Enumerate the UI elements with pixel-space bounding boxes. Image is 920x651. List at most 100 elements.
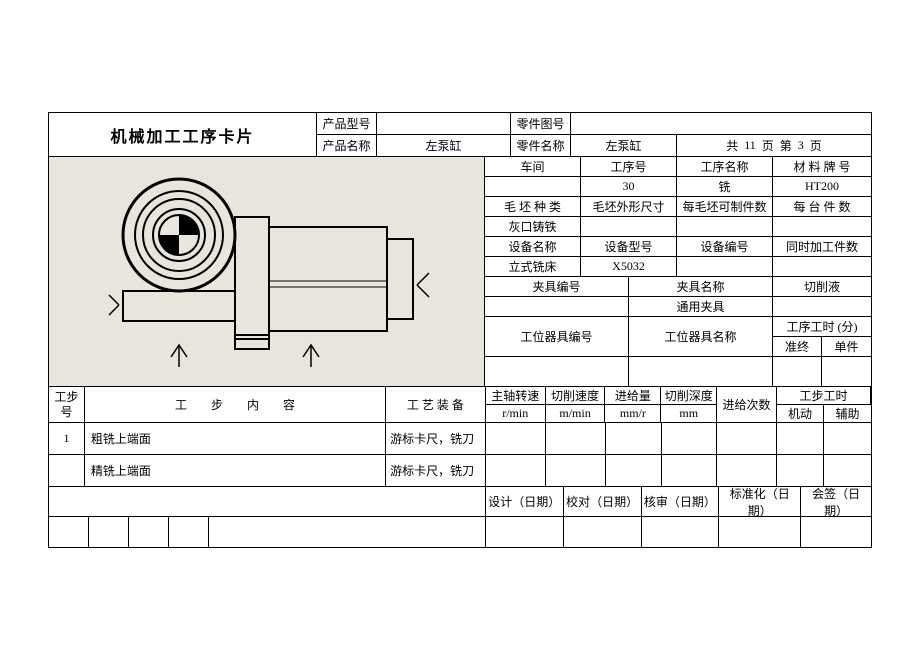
cut-speed-header: 切削速度 (546, 387, 606, 405)
step-depth (662, 455, 718, 487)
unit-label: 单件 (822, 337, 871, 357)
drawing-info-row: 车间 工序号 工序名称 材 料 牌 号 30 铣 HT200 毛 坯 种 类 毛… (49, 157, 871, 387)
step-no: 1 (49, 423, 85, 455)
coolant (773, 297, 871, 317)
audit-label: 核审（日期） (642, 487, 720, 517)
part-drawing-no-label: 零件图号 (511, 113, 571, 135)
sig-check (564, 517, 642, 547)
product-model (377, 113, 511, 135)
standard-label: 标准化（日期） (719, 487, 801, 517)
page-di: 第 (780, 137, 792, 154)
coolant-label: 切削液 (773, 277, 871, 297)
sig-3 (129, 517, 169, 547)
material-label: 材 料 牌 号 (773, 157, 871, 177)
concurrent-label: 同时加工件数 (773, 237, 871, 257)
blank-type: 灰口铸铁 (485, 217, 581, 237)
step-row-2: 精铣上端面 游标卡尺，铣刀 (49, 455, 871, 487)
header-row-1: 机械加工工序卡片 产品型号 零件图号 产品名称 左泵缸 零件名称 左泵缸 共 1… (49, 113, 871, 157)
feed-unit: mm/r (605, 405, 661, 423)
step-spindle (486, 455, 546, 487)
footer-row: 设计（日期） 校对（日期） 核审（日期） 标准化（日期） 会签（日期） (49, 487, 871, 517)
depth-unit: mm (661, 405, 717, 423)
step-tool: 游标卡尺，铣刀 (386, 455, 486, 487)
sig-4 (169, 517, 209, 547)
info-panel: 车间 工序号 工序名称 材 料 牌 号 30 铣 HT200 毛 坯 种 类 毛… (485, 157, 871, 387)
blank-type-label: 毛 坯 种 类 (485, 197, 581, 217)
equip-no (677, 257, 773, 277)
workshop-label: 车间 (485, 157, 581, 177)
fixture-name: 通用夹具 (629, 297, 773, 317)
prep-label: 准终 (773, 337, 822, 357)
page-cur: 3 (798, 138, 804, 153)
feed-count-header: 进给次数 (717, 387, 777, 423)
per-unit (773, 217, 871, 237)
step-tool: 游标卡尺，铣刀 (386, 423, 486, 455)
step-row-1: 1 粗铣上端面 游标卡尺，铣刀 (49, 423, 871, 455)
process-name-label: 工序名称 (677, 157, 773, 177)
step-no (49, 455, 85, 487)
process-no-label: 工序号 (581, 157, 677, 177)
equip-name-label: 设备名称 (485, 237, 581, 257)
sig-audit (642, 517, 720, 547)
pos-tool-no (485, 357, 629, 387)
workshop (485, 177, 581, 197)
concurrent (773, 257, 871, 277)
blank-size-label: 毛坯外形尺寸 (581, 197, 677, 217)
prep-value (773, 357, 822, 387)
process-no: 30 (581, 177, 677, 197)
process-card: 机械加工工序卡片 产品型号 零件图号 产品名称 左泵缸 零件名称 左泵缸 共 1… (48, 112, 872, 548)
pos-tool-name-label: 工位器具名称 (629, 317, 773, 357)
material: HT200 (773, 177, 871, 197)
part-name: 左泵缸 (571, 135, 677, 157)
blank-size (581, 217, 677, 237)
card-title: 机械加工工序卡片 (49, 113, 317, 157)
process-name: 铣 (677, 177, 773, 197)
feed-header: 进给量 (605, 387, 661, 405)
step-feed (606, 455, 662, 487)
equip-name: 立式铣床 (485, 257, 581, 277)
sig-sign (801, 517, 871, 547)
step-content-header: 工 步 内 容 (85, 387, 386, 423)
blank-parts-label: 每毛坯可制件数 (677, 197, 773, 217)
blank-parts (677, 217, 773, 237)
step-feed-count (717, 423, 777, 455)
spindle-unit: r/min (486, 405, 546, 423)
page-ye1: 页 (762, 137, 774, 154)
product-name: 左泵缸 (377, 135, 511, 157)
sign-label: 会签（日期） (801, 487, 871, 517)
cut-speed-unit: m/min (546, 405, 606, 423)
sig-standard (719, 517, 801, 547)
spindle-header: 主轴转速 (486, 387, 546, 405)
equip-model: X5032 (581, 257, 677, 277)
footer-blank (49, 487, 486, 517)
tool-header: 工 艺 装 备 (386, 387, 486, 423)
step-cut-speed (546, 455, 606, 487)
step-no-header: 工步号 (49, 387, 85, 423)
product-model-label: 产品型号 (317, 113, 377, 135)
sig-2 (89, 517, 129, 547)
sig-1 (49, 517, 89, 547)
step-time-header: 工步工时 (777, 387, 871, 405)
part-name-label: 零件名称 (511, 135, 571, 157)
step-cut-speed (546, 423, 606, 455)
fixture-no (485, 297, 629, 317)
product-name-label: 产品名称 (317, 135, 377, 157)
depth-header: 切削深度 (661, 387, 717, 405)
step-feed (606, 423, 662, 455)
step-machine-t (777, 423, 824, 455)
steps-header-1: 工步号 工 步 内 容 工 艺 装 备 主轴转速 r/min 切削速度 m/mi… (49, 387, 871, 423)
design-label: 设计（日期） (486, 487, 564, 517)
part-drawing-no (571, 113, 871, 135)
machine-t-header: 机动 (777, 405, 824, 423)
check-label: 校对（日期） (564, 487, 642, 517)
step-content: 精铣上端面 (85, 455, 386, 487)
page-info: 共 11 页 第 3 页 (677, 135, 871, 157)
step-spindle (486, 423, 546, 455)
fixture-no-label: 夹具编号 (485, 277, 629, 297)
fixture-name-label: 夹具名称 (629, 277, 773, 297)
step-depth (662, 423, 718, 455)
aux-t-header: 辅助 (824, 405, 871, 423)
unit-value (822, 357, 871, 387)
pos-tool-name (629, 357, 773, 387)
step-content: 粗铣上端面 (85, 423, 386, 455)
